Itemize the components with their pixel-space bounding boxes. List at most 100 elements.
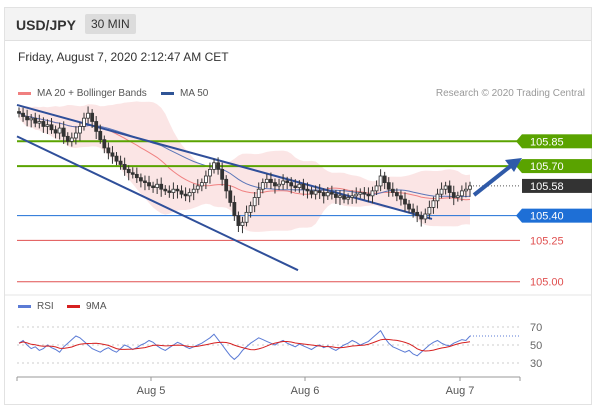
candle-body	[334, 193, 338, 198]
candle-body	[29, 117, 34, 121]
candle-body	[354, 193, 359, 197]
candle-body	[358, 192, 363, 195]
chart-frame: USD/JPY 30 MIN Friday, August 7, 2020 2:…	[4, 7, 592, 405]
candle-body	[175, 188, 180, 192]
candle-body	[443, 185, 448, 190]
x-axis-tick-label: Aug 7	[446, 385, 475, 397]
candle-body	[321, 192, 326, 197]
legend-9ma: 9MA	[67, 301, 107, 312]
rsi-tick-label: 70	[530, 322, 542, 334]
legend-swatch-9ma	[67, 304, 80, 308]
candle-body	[25, 116, 30, 121]
candle-body	[199, 182, 204, 187]
candle-body	[248, 205, 253, 213]
candle-body	[195, 185, 200, 190]
candle-body	[94, 121, 99, 132]
candle-body	[362, 192, 367, 195]
candle-body	[374, 185, 379, 192]
candle-body	[17, 111, 21, 114]
candle-body	[244, 211, 249, 223]
candle-body	[415, 211, 420, 217]
candle-body	[455, 195, 460, 198]
legend-bollinger: MA 20 + Bollinger Bands	[18, 88, 147, 99]
candle-body	[350, 195, 355, 198]
candle-body	[78, 126, 82, 134]
rsi-tick-label: 30	[530, 358, 542, 370]
level-tag-105.70	[522, 159, 592, 174]
candle-body	[382, 175, 387, 184]
candle-body	[57, 127, 62, 134]
candle-body	[151, 185, 155, 188]
candle-body	[277, 183, 281, 187]
candle-body	[49, 124, 54, 131]
candle-body	[419, 215, 424, 220]
timeframe-button[interactable]: 30 MIN	[85, 14, 136, 34]
candle-body	[293, 185, 298, 188]
candle-body	[301, 183, 306, 190]
level-label-105.70: 105.70	[530, 161, 564, 173]
channel-line-0	[16, 135, 299, 272]
symbol-title: USD/JPY	[16, 17, 76, 33]
candle-body	[212, 162, 216, 170]
candle-body	[204, 175, 208, 184]
candle-body	[220, 168, 225, 180]
candle-body	[366, 193, 371, 197]
candle-body	[411, 208, 416, 213]
candle-body	[37, 121, 42, 124]
candle-body	[224, 178, 229, 192]
candle-body	[126, 168, 131, 174]
candle-body	[309, 190, 314, 195]
candle-body	[435, 193, 440, 202]
candle-body	[155, 183, 160, 188]
research-credit: Research © 2020 Trading Central	[435, 88, 585, 99]
candle-body	[317, 190, 322, 193]
chart-header: USD/JPY 30 MIN	[5, 8, 591, 41]
candle-body	[447, 185, 452, 193]
candle-body	[143, 180, 147, 184]
candle-body	[53, 129, 58, 134]
rsi-tick-label: 50	[530, 340, 542, 352]
candle-body	[82, 117, 86, 127]
candle-body	[102, 139, 107, 149]
candle-body	[114, 155, 119, 162]
candle-body	[431, 200, 436, 208]
candle-body	[147, 182, 151, 187]
x-axis-tick-label: Aug 6	[291, 385, 320, 397]
candle-body	[86, 112, 90, 119]
candle-body	[167, 190, 172, 193]
candle-body	[338, 195, 342, 198]
candle-body	[163, 188, 168, 192]
candle-body	[45, 124, 50, 127]
candle-body	[191, 188, 196, 193]
candle-body	[134, 173, 139, 179]
level-tag-arrow-105.40	[516, 208, 522, 223]
candle-body	[289, 182, 294, 187]
legend-ma50: MA 50	[161, 88, 208, 99]
candle-body	[61, 127, 66, 137]
candle-body	[90, 112, 95, 122]
candle-body	[370, 190, 375, 197]
candle-body	[232, 202, 237, 217]
candle-body	[187, 192, 192, 197]
level-tag-arrow-105.70	[516, 159, 522, 174]
candle-body	[256, 188, 261, 198]
candle-body	[378, 175, 383, 187]
candle-body	[325, 192, 330, 197]
level-label-105.00: 105.00	[530, 277, 564, 289]
current-price-tag	[522, 178, 592, 193]
candle-body	[427, 206, 432, 215]
candle-body	[407, 203, 411, 210]
candle-body	[451, 192, 456, 198]
candle-body	[281, 180, 285, 185]
candle-body	[252, 197, 257, 207]
candle-body	[65, 135, 70, 142]
candle-body	[138, 177, 143, 182]
candle-body	[33, 117, 38, 124]
candle-body	[98, 130, 103, 141]
candle-body	[346, 197, 351, 200]
candle-body	[329, 192, 334, 195]
candle-body	[216, 162, 220, 170]
level-tag-arrow-105.85	[516, 134, 522, 149]
candle-body	[260, 182, 265, 190]
candle-body	[394, 192, 399, 197]
